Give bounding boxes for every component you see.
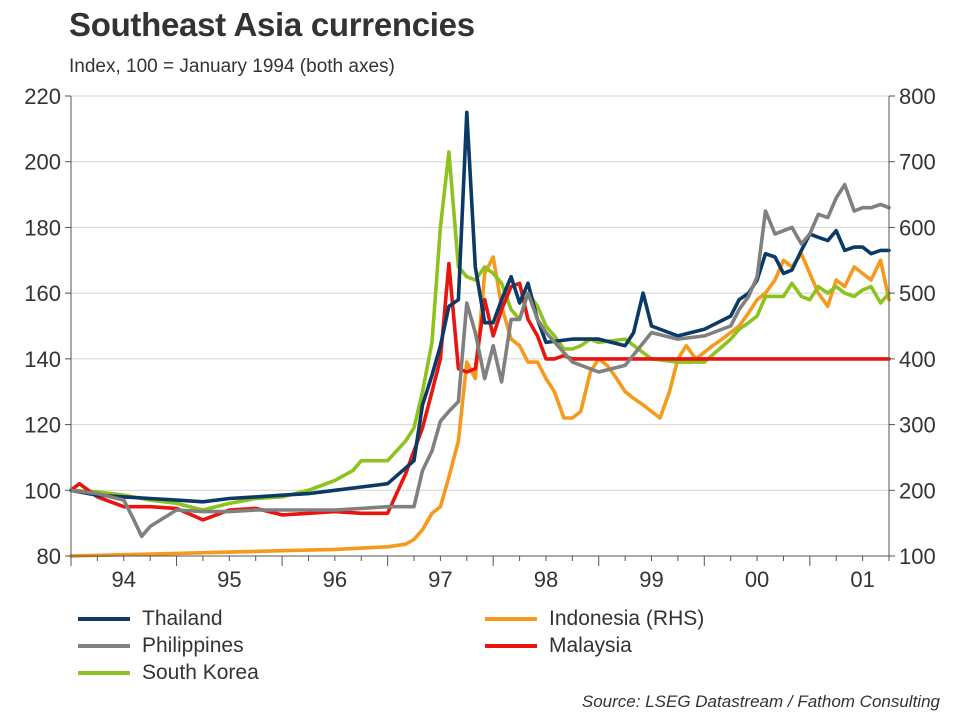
x-tick-label: 95	[217, 567, 241, 592]
legend-label-south-korea: South Korea	[142, 661, 259, 684]
series-line-south-korea	[69, 150, 891, 512]
y-right-tick-label: 600	[899, 215, 936, 240]
y-left-tick-label: 120	[24, 413, 61, 438]
legend-swatch-south-korea	[78, 671, 130, 675]
legend: Thailand Indonesia (RHS) Philippines Mal…	[78, 606, 838, 690]
legend-label-indonesia: Indonesia (RHS)	[549, 607, 705, 630]
axes	[65, 95, 895, 566]
legend-label-malaysia: Malaysia	[549, 634, 632, 657]
chart-title: Southeast Asia currencies	[69, 6, 475, 43]
legend-item-south-korea: South Korea	[78, 660, 259, 686]
y-right-tick-label: 100	[899, 544, 936, 569]
tick-labels: 80 100 120 140 160 180 200 220 100 200 300 400 500 60…	[24, 84, 935, 592]
legend-item-indonesia: Indonesia (RHS)	[485, 606, 704, 632]
legend-label-thailand: Thailand	[142, 607, 223, 630]
x-tick-label: 98	[534, 567, 558, 592]
y-right-tick-label: 200	[899, 478, 936, 503]
x-tick-label: 96	[323, 567, 347, 592]
y-left-tick-label: 80	[37, 544, 61, 569]
y-left-tick-label: 100	[24, 478, 61, 503]
y-left-tick-label: 180	[24, 215, 61, 240]
x-tick-label: 94	[112, 567, 136, 592]
y-left-tick-label: 140	[24, 347, 61, 372]
y-right-tick-label: 500	[899, 281, 936, 306]
y-left-tick-label: 160	[24, 281, 61, 306]
legend-swatch-philippines	[78, 644, 130, 648]
legend-label-philippines: Philippines	[142, 634, 244, 657]
legend-item-philippines: Philippines	[78, 633, 244, 659]
legend-item-thailand: Thailand	[78, 606, 223, 632]
legend-item-malaysia: Malaysia	[485, 633, 632, 659]
chart-source: Source: LSEG Datastream / Fathom Consult…	[581, 692, 940, 711]
y-right-tick-label: 700	[899, 150, 936, 175]
series-line-philippines	[69, 182, 891, 539]
legend-swatch-thailand	[78, 617, 130, 621]
gridlines	[71, 95, 889, 491]
y-left-tick-label: 200	[24, 150, 61, 175]
x-tick-label: 97	[428, 567, 452, 592]
chart-subtitle: Index, 100 = January 1994 (both axes)	[69, 56, 395, 77]
y-right-tick-label: 400	[899, 347, 936, 372]
legend-swatch-malaysia	[485, 644, 537, 648]
x-tick-label: 01	[850, 567, 874, 592]
x-tick-label: 00	[745, 567, 769, 592]
legend-swatch-indonesia	[485, 617, 537, 621]
y-right-tick-label: 800	[899, 84, 936, 109]
series-lines	[69, 110, 891, 558]
x-tick-label: 99	[639, 567, 663, 592]
y-right-tick-label: 300	[899, 413, 936, 438]
y-left-tick-label: 220	[24, 84, 61, 109]
